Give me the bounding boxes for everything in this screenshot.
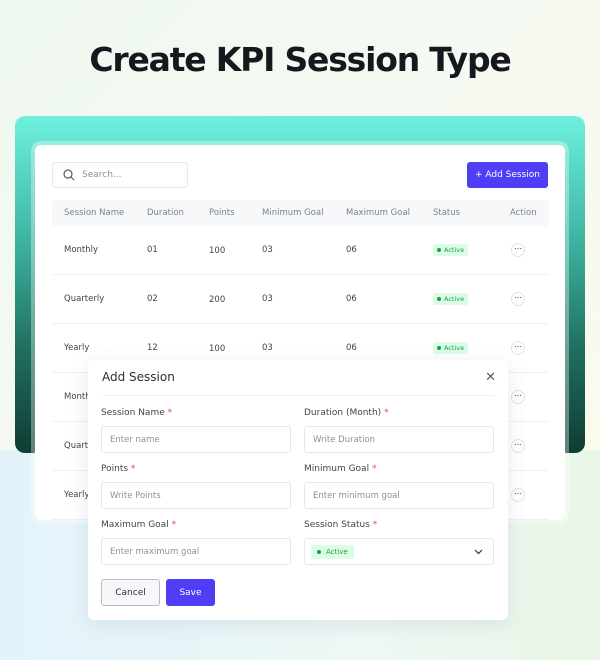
more-icon[interactable]: ⋯	[511, 488, 525, 502]
status-badge: Active	[433, 293, 469, 305]
more-icon[interactable]: ⋯	[511, 390, 525, 404]
divider	[102, 395, 494, 396]
table-cell: 03	[262, 343, 273, 353]
row-actions-button[interactable]: ⋯	[511, 439, 525, 453]
status-badge: Active	[433, 342, 469, 354]
cancel-button[interactable]: Cancel	[101, 579, 160, 606]
more-icon[interactable]: ⋯	[511, 243, 525, 257]
more-icon[interactable]: ⋯	[511, 439, 525, 453]
row-actions-button[interactable]: ⋯	[511, 341, 525, 355]
table-cell: 02	[147, 294, 158, 304]
table-cell: 03	[262, 245, 273, 255]
field-label: Session Name *	[101, 408, 173, 418]
column-header: Action	[510, 208, 537, 218]
row-actions-button[interactable]: ⋯	[511, 488, 525, 502]
row-actions-button[interactable]: ⋯	[511, 390, 525, 404]
table-cell: 03	[262, 294, 273, 304]
add-session-button[interactable]: + Add Session	[467, 162, 548, 188]
search-placeholder: Search...	[82, 170, 122, 180]
column-header: Session Name	[64, 208, 125, 218]
column-header: Minimum Goal	[262, 208, 324, 218]
search-icon	[63, 169, 75, 181]
field-label: Points *	[101, 464, 136, 474]
field-label: Maximum Goal *	[101, 520, 177, 530]
page-title: Create KPI Session Type	[89, 40, 511, 79]
session-status-select[interactable]: Active	[304, 538, 494, 565]
field-label: Minimum Goal *	[304, 464, 377, 474]
field-input[interactable]: Enter minimum goal	[304, 482, 494, 509]
row-actions-button[interactable]: ⋯	[511, 292, 525, 306]
table-cell: Quarterly	[64, 294, 105, 304]
table-cell: Quarterly	[64, 441, 105, 451]
field-input[interactable]: Write Points	[101, 482, 291, 509]
row-actions-button[interactable]: ⋯	[511, 243, 525, 257]
column-header: Maximum Goal	[346, 208, 410, 218]
table-row: Monthly 01 100 03 06 Active ⋯	[52, 226, 549, 275]
field-input[interactable]: Enter name	[101, 426, 291, 453]
field-label: Duration (Month) *	[304, 408, 389, 418]
status-badge: Active	[433, 244, 469, 256]
table-row: Quarterly 02 200 03 06 Active ⋯	[52, 275, 549, 324]
table-cell: 12	[147, 343, 158, 353]
column-header: Duration	[147, 208, 184, 218]
more-icon[interactable]: ⋯	[511, 341, 525, 355]
field-input[interactable]: Enter maximum goal	[101, 538, 291, 565]
table-cell: Monthly	[64, 392, 99, 402]
modal-title: Add Session	[102, 370, 175, 384]
table-cell: 100	[209, 344, 226, 354]
add-session-modal: Add Session ✕ Session Name * Enter name Du…	[88, 360, 508, 620]
table-cell: 06	[346, 343, 357, 353]
table-cell: Yearly	[64, 490, 90, 500]
table-cell: 06	[346, 294, 357, 304]
close-icon[interactable]: ✕	[485, 370, 496, 385]
save-button[interactable]: Save	[166, 579, 215, 606]
table-cell: 200	[209, 295, 226, 305]
search-input[interactable]: Search...	[52, 162, 188, 188]
field-input[interactable]: Write Duration	[304, 426, 494, 453]
field-label: Session Status *	[304, 520, 378, 530]
chevron-down-icon	[474, 549, 483, 554]
table-cell: 01	[147, 245, 158, 255]
table-cell: Yearly	[64, 343, 90, 353]
table-cell: 06	[346, 245, 357, 255]
more-icon[interactable]: ⋯	[511, 292, 525, 306]
table-cell: Monthly	[64, 245, 99, 255]
column-header: Status	[433, 208, 461, 218]
table-cell: 100	[209, 246, 226, 256]
column-header: Points	[209, 208, 235, 218]
table-header: Session Name Duration Points Minimum Goal Ma…	[52, 200, 549, 226]
